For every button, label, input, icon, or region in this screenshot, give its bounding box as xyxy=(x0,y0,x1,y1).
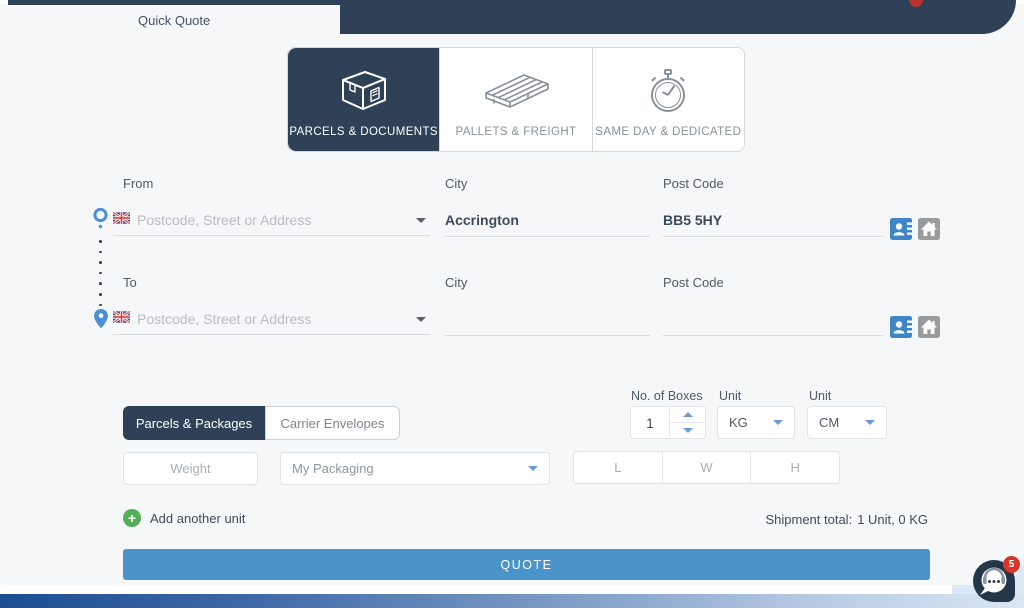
notification-dot xyxy=(909,0,923,7)
to-postcode-underline xyxy=(663,335,883,336)
chevron-down-icon xyxy=(865,420,875,425)
to-city-label: City xyxy=(445,275,468,290)
tab-parcels-documents[interactable]: PARCELS & DOCUMENTS xyxy=(288,48,441,151)
plus-circle-icon: + xyxy=(123,509,141,527)
home-icon[interactable] xyxy=(918,218,940,245)
shipment-total-label: Shipment total: xyxy=(765,512,853,527)
tab-pallets-freight[interactable]: PALLETS & FREIGHT xyxy=(440,48,593,151)
uk-flag-icon xyxy=(112,211,131,229)
tab-carrier-envelopes[interactable]: Carrier Envelopes xyxy=(265,406,400,440)
quantity-input[interactable] xyxy=(631,407,669,438)
service-tab-label: PALLETS & FREIGHT xyxy=(455,126,577,138)
to-label: To xyxy=(123,275,137,290)
packaging-value: My Packaging xyxy=(292,461,374,476)
address-book-icon[interactable] xyxy=(890,218,914,245)
to-postcode-label: Post Code xyxy=(663,275,724,290)
address-book-icon[interactable] xyxy=(890,316,914,343)
map-pin-solid-icon xyxy=(93,308,109,335)
add-unit-label: Add another unit xyxy=(150,510,246,526)
from-postcode-underline xyxy=(663,236,883,237)
chevron-down-icon[interactable] xyxy=(416,316,426,322)
weight-field xyxy=(123,452,258,485)
height-input[interactable] xyxy=(751,452,840,483)
weight-unit-label: Unit xyxy=(719,389,742,403)
tab-quick-quote[interactable]: Quick Quote xyxy=(110,4,340,37)
route-dotted-trail xyxy=(99,240,102,307)
bottom-gradient-bar xyxy=(0,594,1024,608)
tab-same-day-dedicated[interactable]: SAME DAY & DEDICATED xyxy=(592,48,744,151)
height-field xyxy=(751,452,840,483)
to-address-field[interactable] xyxy=(112,304,430,335)
to-city-underline xyxy=(445,335,650,336)
to-address-input[interactable] xyxy=(137,311,409,327)
stopwatch-icon xyxy=(645,65,691,117)
uk-flag-icon xyxy=(112,310,131,328)
from-postcode-label: Post Code xyxy=(663,176,724,191)
from-label: From xyxy=(123,176,154,191)
quote-button[interactable]: QUOTE xyxy=(123,549,930,580)
from-address-input[interactable] xyxy=(137,212,409,228)
chat-unread-badge: 5 xyxy=(1003,556,1020,573)
service-type-tabs: PARCELS & DOCUMENTS PALLETS & FREIGHT xyxy=(287,47,745,152)
from-city-value[interactable]: Accrington xyxy=(445,212,519,228)
from-city-label: City xyxy=(445,176,468,191)
chevron-down-icon[interactable] xyxy=(416,217,426,223)
service-tab-label: SAME DAY & DEDICATED xyxy=(595,126,742,138)
length-field xyxy=(574,452,663,483)
boxes-label: No. of Boxes xyxy=(631,389,703,403)
weight-input[interactable] xyxy=(124,453,257,484)
pkg-tab-label: Parcels & Packages xyxy=(135,415,253,431)
size-unit-label: Unit xyxy=(809,389,832,403)
shipment-total: Shipment total: 1 Unit, 0 KG xyxy=(765,512,928,527)
map-pin-outline-icon xyxy=(92,207,109,236)
size-unit-select[interactable]: CM xyxy=(807,406,887,439)
tab-parcels-packages[interactable]: Parcels & Packages xyxy=(123,406,265,440)
navy-header-bar xyxy=(340,0,1016,34)
home-icon[interactable] xyxy=(918,316,940,343)
packaging-select[interactable]: My Packaging xyxy=(280,452,550,485)
weight-unit-select[interactable]: KG xyxy=(717,406,795,439)
stepper-arrows xyxy=(669,407,705,438)
quantity-stepper xyxy=(630,406,706,439)
size-unit-value: CM xyxy=(819,415,840,430)
chat-support-icon[interactable] xyxy=(973,560,1015,602)
add-another-unit-button[interactable]: + Add another unit xyxy=(123,509,245,527)
shipment-total-value: 1 Unit, 0 KG xyxy=(857,512,928,527)
from-address-field[interactable] xyxy=(112,205,430,236)
quick-quote-label: Quick Quote xyxy=(138,13,211,28)
width-input[interactable] xyxy=(662,452,751,483)
service-tab-label: PARCELS & DOCUMENTS xyxy=(289,126,438,138)
stepper-up-icon[interactable] xyxy=(670,407,705,423)
from-postcode-value[interactable]: BB5 5HY xyxy=(663,212,723,228)
pkg-tab-label: Carrier Envelopes xyxy=(280,415,385,431)
chevron-down-icon xyxy=(528,466,538,471)
parcel-box-icon xyxy=(335,65,393,117)
stepper-down-icon[interactable] xyxy=(670,423,705,438)
length-input[interactable] xyxy=(574,452,662,483)
width-field xyxy=(662,452,752,483)
from-city-underline xyxy=(445,236,650,237)
chevron-down-icon xyxy=(773,420,783,425)
dimensions-group xyxy=(573,451,840,484)
weight-unit-value: KG xyxy=(729,415,748,430)
pallet-icon xyxy=(480,65,552,117)
